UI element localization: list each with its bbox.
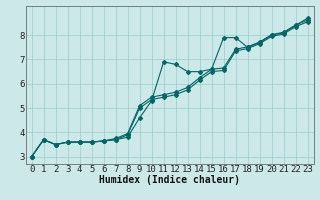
X-axis label: Humidex (Indice chaleur): Humidex (Indice chaleur) bbox=[99, 175, 240, 185]
